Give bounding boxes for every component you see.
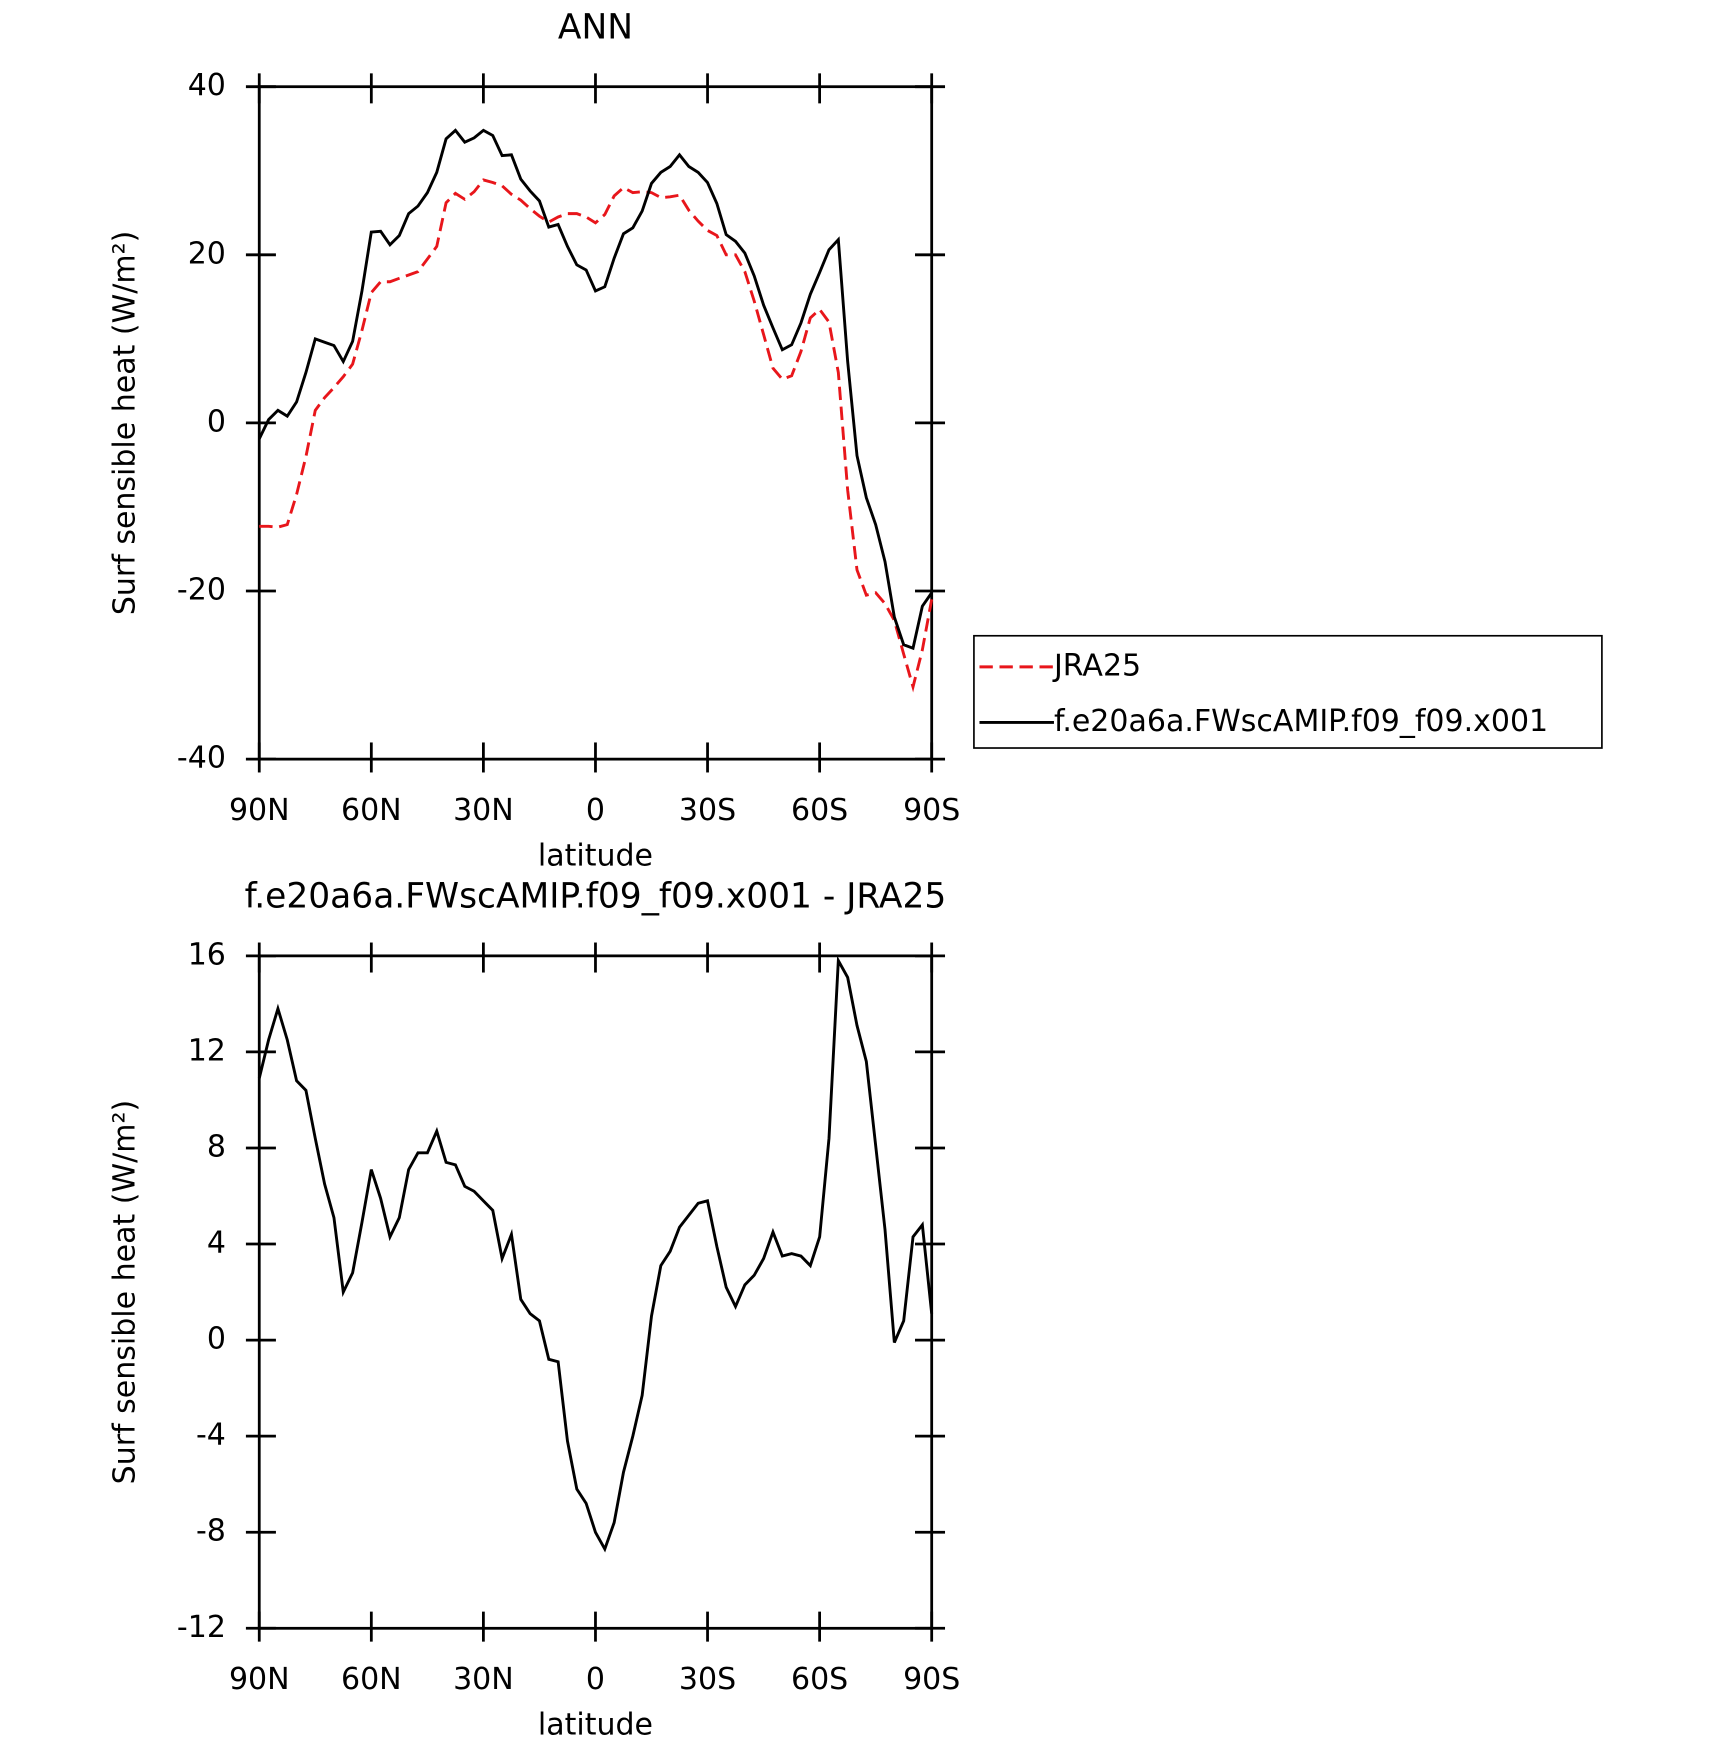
y-tick-label: 40	[188, 68, 226, 103]
y-tick-label: 12	[188, 1033, 226, 1068]
x-tick-label: 90N	[229, 793, 290, 828]
y-tick-label: 16	[188, 937, 226, 972]
y-tick-label: -20	[177, 573, 226, 608]
x-tick-label: 30S	[679, 793, 736, 828]
x-tick-label: 90S	[903, 1662, 960, 1697]
x-tick-label: 60N	[341, 1662, 402, 1697]
plot-frame	[257, 85, 934, 761]
y-tick-label: 4	[207, 1226, 226, 1261]
y-tick-label: 8	[207, 1129, 226, 1164]
legend-label: JRA25	[1052, 648, 1141, 683]
x-tick-label: 90S	[903, 793, 960, 828]
y-tick-label: 0	[207, 404, 226, 439]
x-tick-label: 0	[586, 1662, 605, 1697]
chart-title: f.e20a6a.FWscAMIP.f09_f09.x001 - JRA25	[245, 877, 947, 917]
x-tick-label: 30N	[453, 1662, 514, 1697]
y-tick-label: 0	[207, 1322, 226, 1357]
x-tick-label: 90N	[229, 1662, 290, 1697]
x-tick-label: 30S	[679, 1662, 736, 1697]
y-tick-label: -4	[196, 1418, 226, 1453]
legend-box	[973, 634, 1603, 749]
data-line	[259, 178, 934, 693]
y-tick-label: -40	[177, 741, 226, 776]
y-tick-label: -12	[177, 1610, 226, 1645]
y-axis-label: Surf sensible heat (W/m²)	[107, 231, 142, 616]
x-axis-label: latitude	[538, 838, 653, 873]
x-tick-label: 0	[586, 793, 605, 828]
legend-label: f.e20a6a.FWscAMIP.f09_f09.x001	[1054, 704, 1548, 739]
y-tick-label: -8	[196, 1514, 226, 1549]
y-axis-label: Surf sensible heat (W/m²)	[107, 1100, 142, 1485]
plot-frame	[257, 954, 934, 1630]
y-tick-label: 20	[188, 236, 226, 271]
x-tick-label: 30N	[453, 793, 514, 828]
x-tick-label: 60N	[341, 793, 402, 828]
x-tick-label: 60S	[791, 793, 848, 828]
data-line	[257, 955, 934, 1553]
x-tick-label: 60S	[791, 1662, 848, 1697]
data-line	[257, 128, 933, 651]
x-axis-label: latitude	[538, 1708, 653, 1743]
chart-title: ANN	[558, 7, 633, 47]
